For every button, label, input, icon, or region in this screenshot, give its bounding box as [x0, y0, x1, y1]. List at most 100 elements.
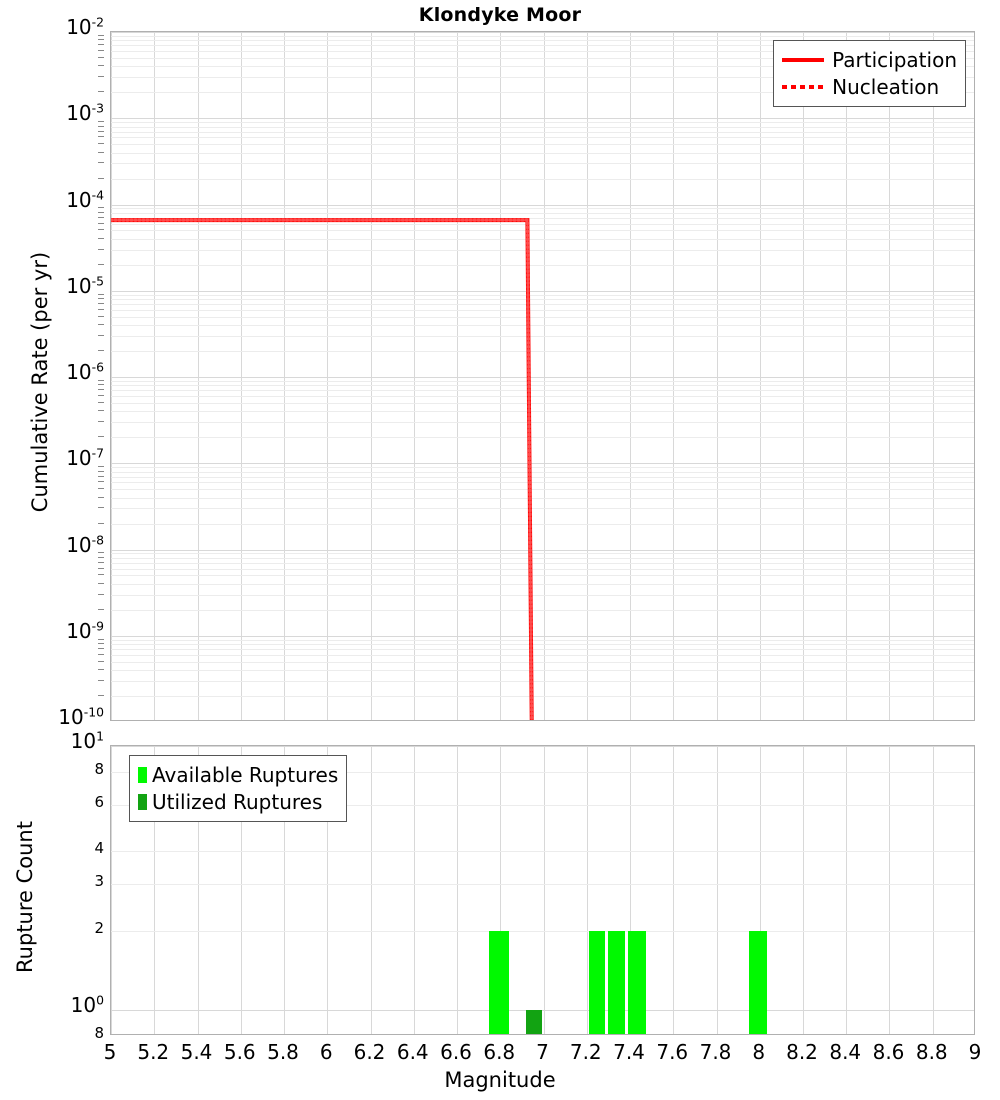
gridline-horizontal-minor [111, 351, 974, 352]
x-tick-label: 7.2 [569, 1040, 602, 1064]
gridline-horizontal-minor [111, 208, 974, 209]
y-tick-label: 10-8 [66, 531, 104, 557]
series-participation-line [111, 218, 534, 720]
legend-label-available-ruptures: Available Ruptures [152, 762, 339, 787]
legend-item-participation[interactable]: Participation [782, 46, 957, 73]
x-tick-label: 5.8 [267, 1040, 299, 1064]
y-tick-mark-minor [98, 316, 104, 317]
y-tick-label-minor: 8 [94, 1024, 104, 1042]
y-tick-mark-minor [98, 131, 104, 132]
gridline-horizontal-minor [111, 385, 974, 386]
y-tick-mark-minor [98, 552, 104, 553]
y-tick-label: 10-4 [66, 186, 104, 212]
y-tick-mark-minor [98, 568, 104, 569]
gridline-horizontal-minor [111, 640, 974, 641]
legend-label-nucleation: Nucleation [832, 74, 940, 99]
y-tick-mark-minor [98, 152, 104, 153]
gridline-horizontal-minor [111, 179, 974, 180]
y-tick-mark-minor [98, 324, 104, 325]
gridline-horizontal-minor [111, 482, 974, 483]
gridline-horizontal-minor [111, 696, 974, 697]
x-tick-label: 5.2 [137, 1040, 170, 1064]
gridline-horizontal-minor [111, 662, 974, 663]
y-tick-label: 101 [70, 728, 104, 753]
gridline-vertical [198, 746, 199, 1034]
top-data-layer [111, 32, 974, 720]
y-tick-mark-minor [98, 121, 104, 122]
gridline-vertical [803, 746, 804, 1034]
y-tick-mark-minor [98, 57, 104, 58]
cumulative-rate-plot-area: Participation Nucleation [110, 31, 975, 721]
gridline-horizontal-minor [111, 558, 974, 559]
gridline-horizontal-minor [111, 681, 974, 682]
gridline-horizontal-minor [111, 92, 974, 93]
x-tick-label: 5.4 [180, 1040, 213, 1064]
legend-item-nucleation[interactable]: Nucleation [782, 73, 957, 100]
gridline-horizontal-minor [111, 310, 974, 311]
gridline-vertical [803, 32, 804, 720]
y-tick-mark-minor [98, 583, 104, 584]
gridline-vertical [414, 746, 415, 1034]
rupture-count-bar [526, 1010, 543, 1034]
gridline-vertical [327, 32, 328, 720]
gridline-horizontal-major [111, 118, 974, 119]
gridline-horizontal-minor [111, 508, 974, 509]
gridline-horizontal-minor [111, 144, 974, 145]
y-tick-mark-minor [98, 264, 104, 265]
gridline-horizontal-minor [111, 224, 974, 225]
y-tick-mark-minor [98, 294, 104, 295]
gridline-vertical [284, 746, 285, 1034]
gridline-horizontal-minor [111, 230, 974, 231]
x-tick-label: 7.8 [699, 1040, 732, 1064]
legend-item-utilized-ruptures[interactable]: Utilized Ruptures [138, 788, 338, 815]
y-tick-mark-minor [98, 136, 104, 137]
y-tick-mark-minor [98, 661, 104, 662]
gridline-horizontal-minor [111, 396, 974, 397]
gridline-horizontal-minor [111, 51, 974, 52]
y-tick-mark-minor [98, 654, 104, 655]
y-tick-mark-minor [98, 594, 104, 595]
x-tick-label: 8.8 [915, 1040, 948, 1064]
gridline-horizontal-minor [111, 295, 974, 296]
y-tick-mark-minor [98, 466, 104, 467]
participation-line-swatch [782, 57, 825, 62]
gridline-vertical [717, 746, 718, 1034]
gridline-horizontal-major [111, 32, 974, 33]
gridline-horizontal-minor [111, 575, 974, 576]
gridline-horizontal-major [111, 377, 974, 378]
gridline-horizontal-minor [111, 422, 974, 423]
x-tick-label: 5.6 [223, 1040, 256, 1064]
gridline-horizontal-minor [111, 265, 974, 266]
rupture-count-bar [748, 930, 768, 1034]
x-tick-label: 8 [752, 1040, 766, 1064]
gridline-horizontal-major [111, 463, 974, 464]
gridline-horizontal-minor [111, 66, 974, 67]
y-tick-label-minor: 2 [94, 918, 104, 937]
y-tick-mark-minor [98, 648, 104, 649]
gridline-horizontal-major [111, 636, 974, 637]
gridline-horizontal-minor [111, 325, 974, 326]
gridline-vertical [846, 746, 847, 1034]
gridline-horizontal-minor [111, 655, 974, 656]
gridline-vertical [414, 32, 415, 720]
gridline-horizontal-minor [111, 569, 974, 570]
legend-item-available-ruptures[interactable]: Available Ruptures [138, 761, 338, 788]
gridline-horizontal-minor [111, 584, 974, 585]
gridline-horizontal-minor [111, 477, 974, 478]
gridline-vertical [673, 32, 674, 720]
gridline-vertical [630, 32, 631, 720]
legend-label-participation: Participation [832, 47, 957, 72]
y-tick-mark-minor [98, 410, 104, 411]
figure-title: Klondyke Moor [418, 4, 582, 26]
gridline-horizontal-minor [111, 610, 974, 611]
y-tick-mark-minor [98, 643, 104, 644]
y-tick-mark-minor [98, 481, 104, 482]
gridline-horizontal [111, 884, 974, 885]
gridline-vertical [154, 746, 155, 1034]
y-tick-mark-minor [98, 303, 104, 304]
y-tick-label: 10-9 [66, 618, 104, 643]
gridline-horizontal-minor [111, 239, 974, 240]
x-tick-label: 9 [968, 1040, 982, 1064]
x-tick-label: 5 [103, 1040, 117, 1064]
